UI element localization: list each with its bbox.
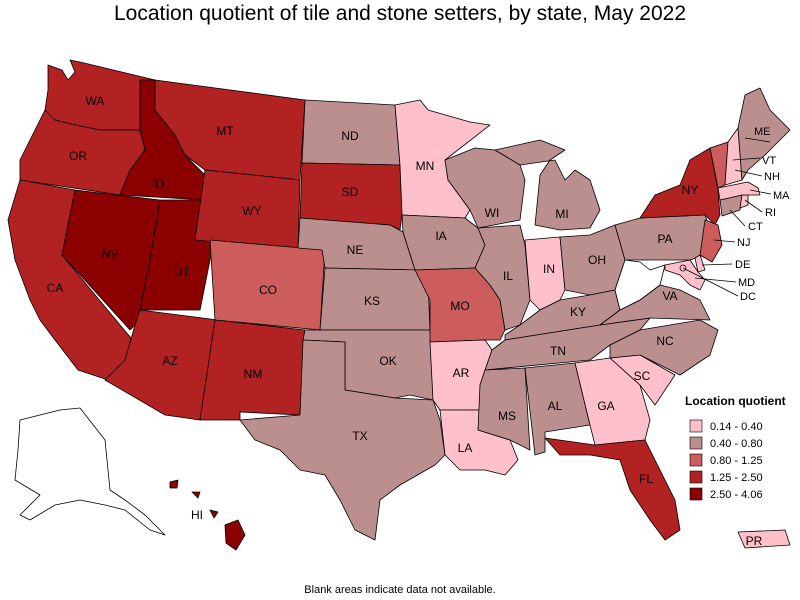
footnote: Blank areas indicate data not available.	[304, 584, 496, 596]
state-label-SD: SD	[342, 185, 359, 199]
state-label-IN: IN	[543, 262, 555, 276]
state-label-NY: NY	[682, 183, 699, 197]
state-label-TN: TN	[550, 344, 566, 358]
state-FL[interactable]	[544, 437, 681, 541]
state-HI[interactable]	[169, 479, 179, 489]
state-label-OH: OH	[588, 253, 606, 267]
state-ME[interactable]	[737, 87, 791, 181]
state-label-GA: GA	[597, 399, 614, 413]
state-label-AZ: AZ	[162, 354, 177, 368]
state-label-OK: OK	[379, 354, 396, 368]
state-NJ[interactable]	[699, 219, 723, 263]
label-leaders	[682, 137, 772, 297]
state-MD[interactable]	[664, 259, 706, 291]
state-MA[interactable]	[717, 181, 761, 201]
state-label-LA: LA	[458, 441, 473, 455]
state-label-MT: MT	[216, 124, 234, 138]
legend-label-2: 0.80 - 1.25	[710, 455, 763, 467]
state-label-NH: NH	[764, 171, 780, 183]
state-NY[interactable]	[639, 147, 721, 226]
state-label-MI: MI	[555, 207, 568, 221]
state-KS[interactable]	[319, 267, 431, 331]
state-label-ME: ME	[754, 126, 771, 138]
legend-swatch-2	[689, 453, 703, 467]
state-IL[interactable]	[474, 224, 531, 331]
legend-label-4: 2.50 - 4.06	[710, 489, 763, 501]
state-label-MD: MD	[738, 277, 755, 289]
state-label-WI: WI	[485, 206, 500, 220]
state-label-WY: WY	[242, 204, 261, 218]
state-label-IA: IA	[435, 229, 446, 243]
legend-label-1: 0.40 - 0.80	[710, 438, 763, 450]
state-label-NJ: NJ	[737, 237, 750, 249]
state-label-AR: AR	[453, 366, 470, 380]
state-label-MA: MA	[773, 190, 790, 202]
state-label-DE: DE	[735, 259, 750, 271]
state-label-PA: PA	[657, 232, 672, 246]
state-label-OR: OR	[69, 149, 87, 163]
state-label-AL: AL	[548, 399, 563, 413]
state-HI[interactable]	[191, 491, 201, 499]
legend-label-0: 0.14 - 0.40	[710, 421, 763, 433]
state-label-WA: WA	[86, 94, 105, 108]
state-HI-group	[169, 479, 246, 551]
state-label-KS: KS	[364, 294, 380, 308]
state-label-NE: NE	[347, 243, 364, 257]
state-CA[interactable]	[7, 179, 151, 389]
legend: Location quotient 0.14 - 0.40 0.40 - 0.80…	[685, 394, 786, 501]
state-label-KY: KY	[570, 305, 586, 319]
state-label-HI: HI	[191, 508, 203, 522]
legend-swatch-1	[689, 436, 703, 450]
state-label-NM: NM	[244, 367, 263, 381]
state-label-RI: RI	[765, 207, 776, 219]
state-label-TX: TX	[352, 429, 367, 443]
state-label-CT: CT	[748, 221, 763, 233]
legend-swatch-0	[689, 419, 703, 433]
legend-label-3: 1.25 - 2.50	[710, 472, 763, 484]
state-label-ND: ND	[341, 129, 359, 143]
state-PR[interactable]	[737, 529, 791, 549]
state-label-PR: PR	[746, 534, 763, 548]
legend-title: Location quotient	[685, 394, 786, 408]
state-AK[interactable]	[14, 407, 166, 536]
state-WI[interactable]	[444, 147, 526, 229]
state-labels: WA OR CA ID NV UT AZ MT WY CO NM ND SD NE KS OK TX MN IA MO…	[47, 94, 790, 548]
state-label-VA: VA	[662, 289, 677, 303]
state-DE[interactable]	[694, 254, 706, 273]
state-label-CO: CO	[259, 283, 277, 297]
state-label-SC: SC	[634, 369, 651, 383]
state-MI[interactable]	[494, 139, 601, 231]
state-NC[interactable]	[609, 319, 719, 376]
state-label-MS: MS	[498, 409, 516, 423]
state-TX[interactable]	[239, 339, 446, 541]
legend-swatch-4	[689, 487, 703, 501]
legend-swatch-3	[689, 470, 703, 484]
state-HI[interactable]	[209, 509, 219, 519]
state-label-NC: NC	[656, 334, 674, 348]
state-label-VT: VT	[762, 155, 776, 167]
map-title: Location quotient of tile and stone sett…	[113, 2, 687, 25]
state-label-IL: IL	[503, 269, 513, 283]
state-label-FL: FL	[639, 472, 653, 486]
state-label-CA: CA	[47, 281, 64, 295]
state-label-DC: DC	[740, 291, 756, 303]
state-label-ID: ID	[152, 177, 164, 191]
state-HI[interactable]	[224, 519, 246, 551]
state-label-MN: MN	[416, 159, 435, 173]
state-label-UT: UT	[174, 265, 191, 279]
state-label-MO: MO	[450, 299, 469, 313]
state-label-NV: NV	[102, 247, 119, 261]
